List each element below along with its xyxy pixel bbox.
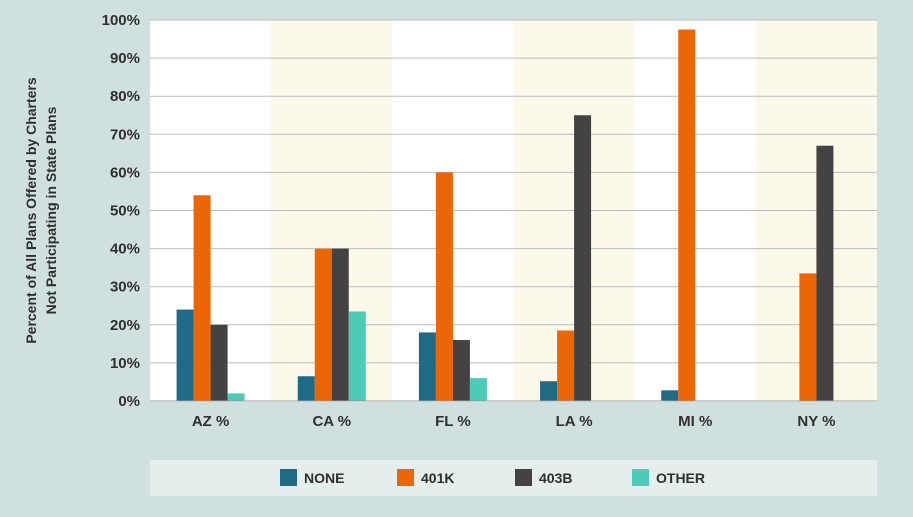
y-tick-label: 50% — [110, 203, 140, 220]
legend-label-none: NONE — [304, 470, 344, 486]
bar-other-az — [227, 393, 245, 401]
bar-403b-fl — [452, 340, 470, 401]
x-tick-label: MI % — [678, 413, 712, 430]
legend: NONE 401K 403B OTHER — [280, 469, 705, 486]
legend-label-403b: 403B — [539, 470, 572, 486]
y-axis-label: Percent of All Plans Offered by Charters… — [23, 77, 59, 344]
legend-swatch-401k — [397, 469, 414, 486]
y-tick-label: 10% — [110, 355, 140, 372]
bars — [176, 29, 834, 402]
y-tick-labels: 0% 10% 20% 30% 40% 50% 60% 70% 80% 90% 100% — [102, 12, 140, 410]
y-tick-label: 0% — [118, 393, 140, 410]
y-tick-label: 100% — [102, 12, 140, 29]
legend-swatch-none — [280, 469, 297, 486]
y-tick-label: 30% — [110, 279, 140, 296]
legend-label-other: OTHER — [656, 470, 705, 486]
bar-401k-fl — [435, 172, 453, 401]
bar-none-la — [540, 381, 558, 401]
x-tick-labels: AZ % CA % FL % LA % MI % NY % — [192, 413, 836, 430]
x-tick-label: LA % — [556, 413, 593, 430]
bar-none-fl — [418, 332, 436, 401]
y-tick-label: 80% — [110, 88, 140, 105]
y-axis-label-line: Percent of All Plans Offered by Charters — [23, 77, 39, 344]
bar-none-az — [176, 309, 194, 401]
bar-401k-ca — [314, 248, 332, 401]
bar-401k-az — [193, 195, 211, 401]
bar-403b-az — [210, 324, 228, 401]
bar-403b-ca — [331, 248, 349, 401]
bar-401k-mi — [678, 29, 696, 402]
bar-403b-ny — [816, 145, 834, 401]
bar-other-fl — [469, 378, 487, 401]
bar-none-mi — [661, 390, 679, 401]
legend-background — [150, 460, 877, 496]
x-tick-label: AZ % — [192, 413, 230, 430]
x-tick-label: CA % — [312, 413, 351, 430]
y-tick-label: 40% — [110, 241, 140, 258]
y-tick-label: 60% — [110, 164, 140, 181]
gridlines — [150, 19, 877, 364]
y-axis-label-line: Not Participating in State Plans — [43, 106, 59, 314]
legend-swatch-other — [632, 469, 649, 486]
bar-none-ca — [297, 376, 315, 401]
legend-label-401k: 401K — [421, 470, 454, 486]
x-tick-label: NY % — [797, 413, 835, 430]
x-tick-label: FL % — [435, 413, 471, 430]
y-tick-label: 90% — [110, 50, 140, 67]
bar-401k-la — [557, 330, 575, 401]
bar-other-ca — [348, 311, 366, 401]
bar-401k-ny — [799, 273, 817, 401]
legend-swatch-403b — [515, 469, 532, 486]
y-tick-label: 70% — [110, 126, 140, 143]
bar-403b-la — [574, 115, 592, 401]
y-tick-label: 20% — [110, 317, 140, 334]
